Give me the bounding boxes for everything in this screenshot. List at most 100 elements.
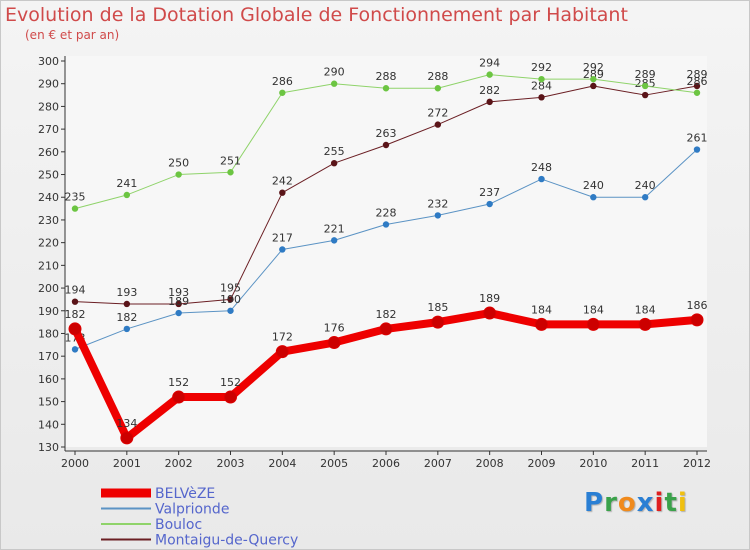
data-point [275,345,289,359]
x-tick-label: 2004 [268,457,296,470]
y-tick-label: 140 [38,418,59,431]
data-label: 241 [116,177,137,190]
data-point [590,82,597,90]
x-tick-label: 2010 [579,457,607,470]
data-label: 176 [324,322,345,335]
data-point [68,322,82,336]
y-tick-label: 170 [38,350,59,363]
y-tick-label: 250 [38,169,59,182]
data-point [431,315,445,329]
data-point [279,246,286,253]
y-tick-label: 300 [38,55,59,68]
data-label: 251 [220,154,241,167]
data-point [693,89,701,96]
data-label: 221 [324,222,345,235]
data-point [71,205,79,212]
data-label: 184 [635,303,656,316]
x-tick-label: 2012 [683,457,711,470]
x-tick-label: 2009 [528,457,556,470]
data-label: 182 [376,308,397,321]
data-point [535,317,548,331]
data-label: 184 [583,303,604,316]
data-label: 189 [479,292,500,305]
data-point [330,159,338,167]
data-point [486,71,493,78]
legend-entry: Valprionde [155,502,229,518]
chart-subtitle: (en € et par an) [25,28,120,42]
data-label: 193 [116,286,137,299]
logo-letter: i [654,488,665,518]
data-point [638,317,652,331]
data-label: 290 [324,66,345,79]
data-point [641,91,649,99]
data-label: 240 [635,179,656,192]
data-point [330,237,338,244]
x-tick-label: 2007 [424,457,452,470]
data-label: 282 [479,84,500,97]
data-point [693,82,701,90]
data-label: 217 [272,231,293,244]
data-label: 288 [376,70,397,83]
data-point [382,141,390,149]
data-label: 235 [65,191,86,204]
data-point [483,306,497,320]
data-point [175,300,182,308]
data-label: 152 [168,376,189,389]
data-point [486,98,493,106]
data-label: 289 [687,68,708,81]
x-tick-label: 2000 [61,457,89,470]
data-label: 194 [65,284,86,297]
proxiti-logo: Proxiti [584,488,688,518]
data-label: 292 [583,61,604,74]
data-label: 237 [479,186,500,199]
data-label: 263 [376,127,397,140]
data-point [227,169,234,176]
data-label: 240 [583,179,604,192]
data-label: 228 [376,206,397,219]
data-label: 289 [635,68,656,81]
y-tick-label: 230 [38,214,59,227]
data-point [590,75,597,83]
data-point [71,346,79,353]
y-tick-label: 270 [38,123,59,136]
data-label: 292 [531,61,552,74]
data-point [224,390,237,404]
y-tick-label: 210 [38,259,59,272]
data-label: 255 [324,145,345,158]
data-label: 186 [687,299,708,312]
y-tick-label: 160 [38,373,59,386]
data-label: 185 [427,301,448,314]
logo-letter: P [584,488,605,518]
data-point [693,146,701,153]
data-label: 294 [479,57,500,70]
data-label: 272 [427,107,448,120]
data-label: 250 [168,157,189,170]
data-label: 286 [687,75,708,88]
data-point [123,191,131,199]
data-point [641,82,649,90]
logo-letter: i [677,488,688,518]
data-label: 172 [272,331,293,344]
data-label: 284 [531,79,552,92]
y-tick-label: 280 [38,100,59,113]
data-point [690,313,704,327]
logo-letter: o [617,488,637,518]
y-tick-label: 240 [38,191,59,204]
data-point [227,307,234,314]
data-point [71,298,79,305]
data-point [175,309,182,317]
logo-letter: x [636,488,655,518]
chart-title: Evolution de la Dotation Globale de Fonc… [5,4,628,26]
data-label: 189 [168,295,189,308]
data-label: 190 [220,293,241,306]
y-tick-label: 150 [38,396,59,409]
data-point [434,121,442,128]
data-point [330,80,338,87]
y-tick-label: 180 [38,327,59,340]
logo-letter: t [664,488,678,518]
data-label: 195 [220,281,241,294]
data-label: 182 [116,311,137,324]
data-label: 286 [272,75,293,88]
plot-area [65,56,707,447]
data-label: 248 [531,161,552,174]
